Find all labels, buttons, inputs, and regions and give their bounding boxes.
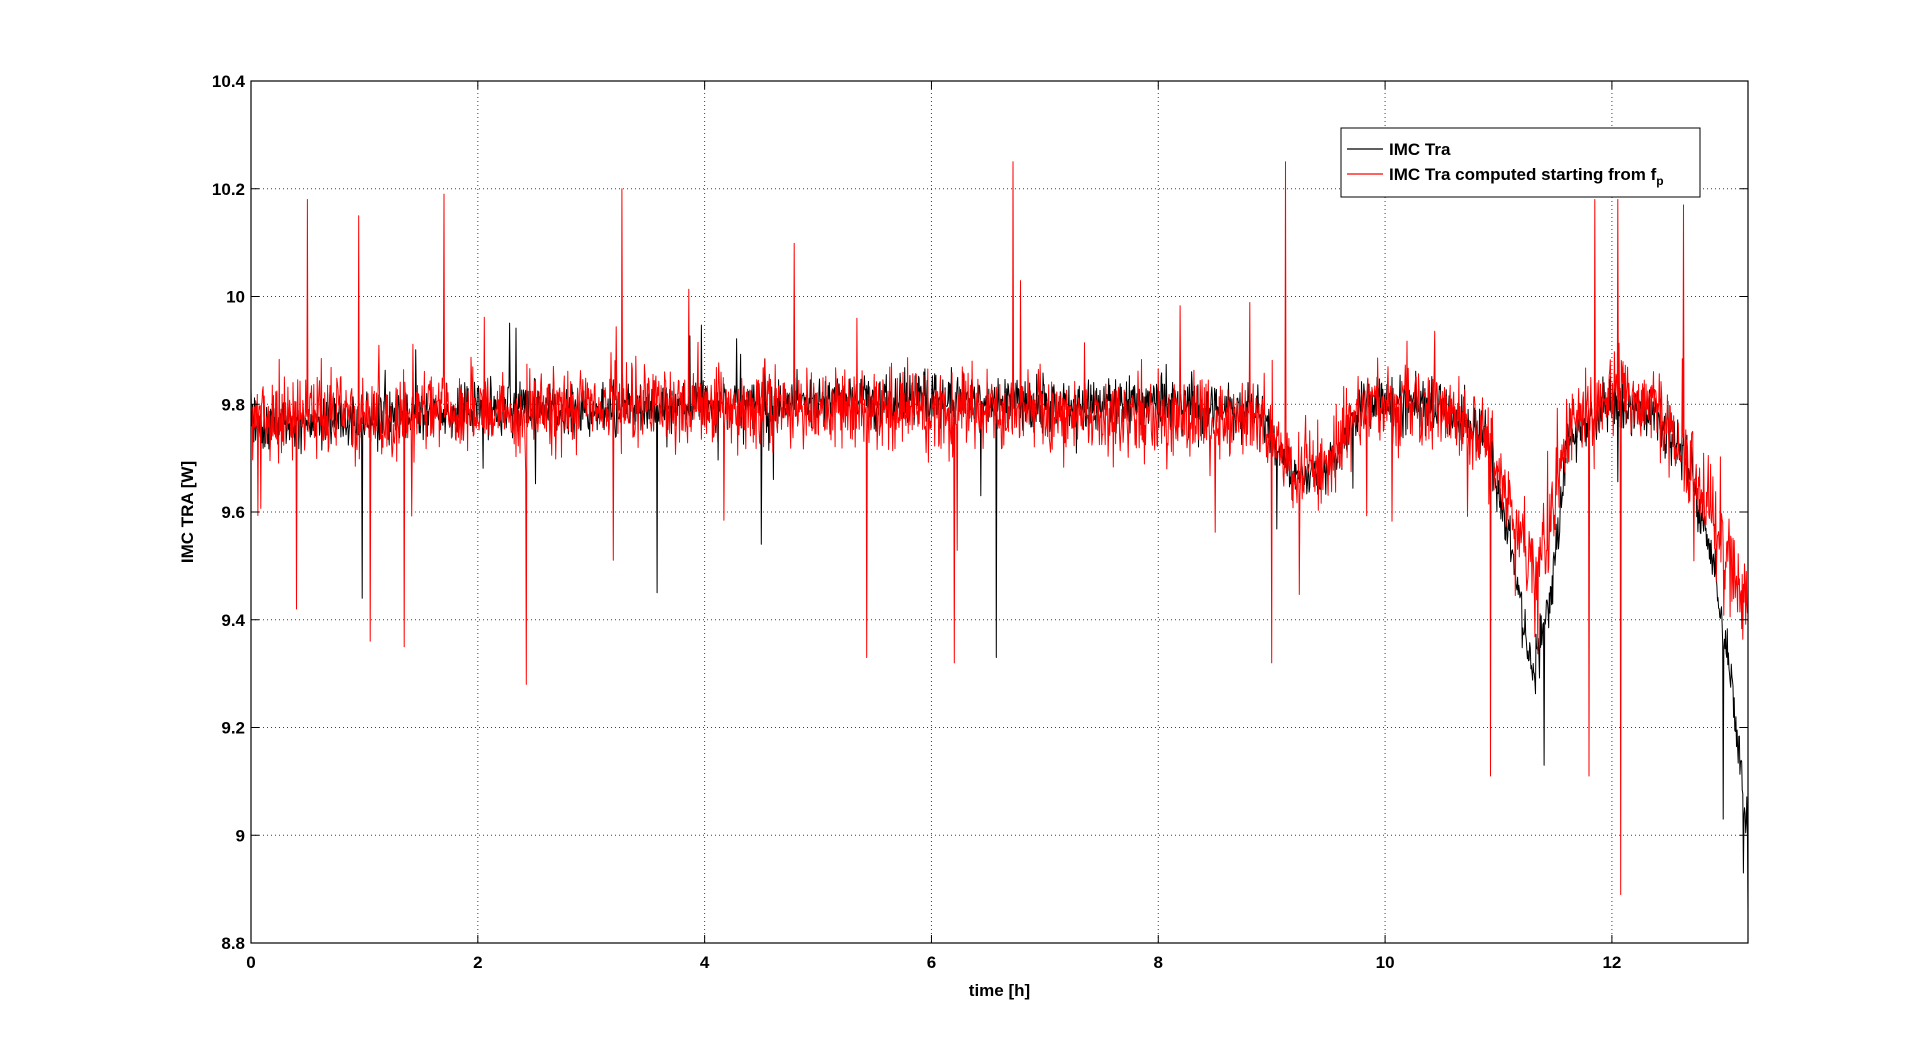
x-axis-label: time [h] — [969, 981, 1030, 1000]
y-tick-label: 9.2 — [221, 719, 245, 738]
legend: IMC Tra IMC Tra computed starting from f… — [1340, 127, 1701, 198]
x-tick-label: 2 — [473, 953, 482, 972]
legend-label-main: IMC Tra computed starting from f — [1389, 165, 1657, 184]
x-tick-label: 12 — [1602, 953, 1621, 972]
y-tick-labels: 8.8 9 9.2 9.4 9.6 9.8 10 10.2 10.4 — [212, 72, 246, 953]
x-tick-label: 8 — [1154, 953, 1163, 972]
y-tick-label: 9 — [236, 826, 245, 845]
legend-label-imc-tra-computed: IMC Tra computed starting from fp — [1389, 165, 1664, 188]
axis-ticks — [250, 80, 1748, 944]
y-tick-label: 10.2 — [212, 180, 245, 199]
series-group — [250, 161, 1749, 911]
x-tick-label: 10 — [1376, 953, 1395, 972]
y-tick-label: 10 — [226, 288, 245, 307]
x-tick-label: 0 — [246, 953, 255, 972]
y-tick-label: 10.4 — [212, 72, 246, 91]
series-line-imc-tra-computed — [250, 161, 1749, 895]
x-tick-label: 4 — [700, 953, 710, 972]
legend-box — [1340, 127, 1701, 198]
legend-label-subscript: p — [1656, 174, 1663, 188]
y-tick-label: 9.6 — [221, 503, 245, 522]
legend-label-imc-tra: IMC Tra — [1389, 140, 1451, 159]
x-tick-label: 6 — [927, 953, 936, 972]
y-tick-label: 9.8 — [221, 395, 245, 414]
y-axis-label: IMC TRA [W] — [178, 461, 197, 563]
y-tick-label: 8.8 — [221, 934, 245, 953]
y-tick-label: 9.4 — [221, 611, 245, 630]
x-tick-labels: 0 2 4 6 8 10 12 — [246, 953, 1621, 972]
